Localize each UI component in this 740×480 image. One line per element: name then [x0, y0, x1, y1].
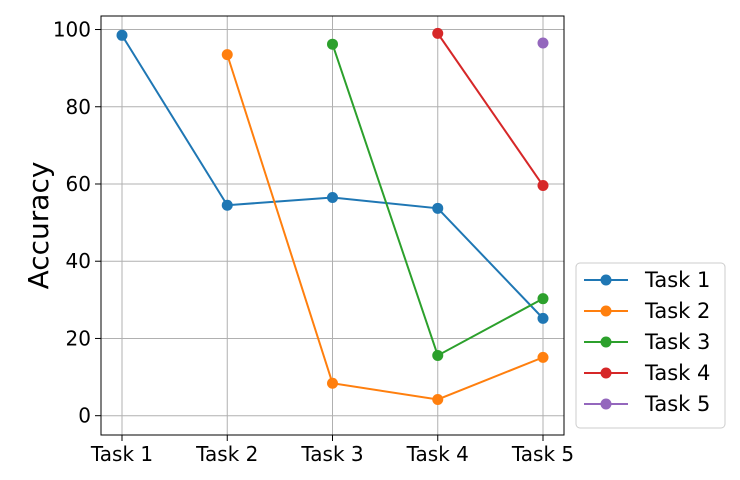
x-tick-label: Task 4: [406, 442, 469, 466]
legend-item: Task 3: [584, 330, 710, 354]
legend-marker: [600, 367, 612, 379]
x-tick-label: Task 3: [300, 442, 363, 466]
legend-marker: [600, 274, 612, 286]
x-tick-label: Task 1: [90, 442, 153, 466]
x-axis: Task 1 Task 2 Task 3 Task 4 Task 5: [90, 435, 574, 466]
data-point: [116, 29, 128, 41]
y-tick-label: 40: [66, 249, 91, 273]
data-point: [537, 180, 549, 192]
y-tick-label: 60: [66, 172, 91, 196]
legend-label: Task 5: [644, 392, 710, 416]
data-point: [327, 377, 338, 389]
data-point: [537, 293, 549, 305]
data-point: [221, 49, 233, 61]
x-tick-label: Task 2: [195, 442, 258, 466]
y-tick-label: 100: [53, 18, 91, 42]
series-5: [537, 37, 549, 49]
y-axis-label: Accuracy: [22, 162, 55, 290]
data-point: [221, 199, 233, 211]
data-point: [537, 312, 549, 324]
data-point: [432, 393, 444, 405]
legend: Task 1 Task 2 Task 3 Task 4 Task 5: [575, 262, 726, 429]
y-tick-label: 80: [66, 95, 91, 119]
x-tick-label: Task 5: [511, 442, 574, 466]
legend-label: Task 4: [644, 361, 710, 385]
y-tick-label: 0: [78, 404, 91, 428]
series-3: [327, 38, 549, 361]
series-2: [221, 49, 549, 405]
data-point: [537, 351, 549, 363]
grid-lines: [101, 16, 564, 435]
legend-label: Task 2: [644, 299, 710, 323]
legend-marker: [600, 336, 612, 348]
legend-item: Task 5: [584, 392, 710, 416]
data-point: [537, 37, 549, 49]
data-point: [327, 38, 338, 50]
series-4: [432, 27, 549, 192]
data-point: [432, 202, 444, 214]
series-1: [116, 29, 549, 324]
data-point: [327, 192, 338, 204]
series-group: [116, 27, 549, 405]
legend-item: Task 1: [584, 268, 710, 292]
series-line: [226, 54, 544, 401]
data-point: [432, 27, 444, 39]
y-tick-label: 20: [66, 326, 91, 350]
legend-label: Task 1: [644, 268, 710, 292]
legend-item: Task 2: [584, 299, 710, 323]
y-axis: 0 20 40 60 80 100: [53, 18, 101, 428]
legend-marker: [600, 305, 612, 317]
legend-item: Task 4: [584, 361, 710, 385]
legend-frame: [575, 262, 726, 429]
legend-label: Task 3: [644, 330, 710, 354]
series-line: [436, 32, 544, 187]
data-point: [432, 349, 444, 361]
legend-marker: [600, 398, 612, 410]
